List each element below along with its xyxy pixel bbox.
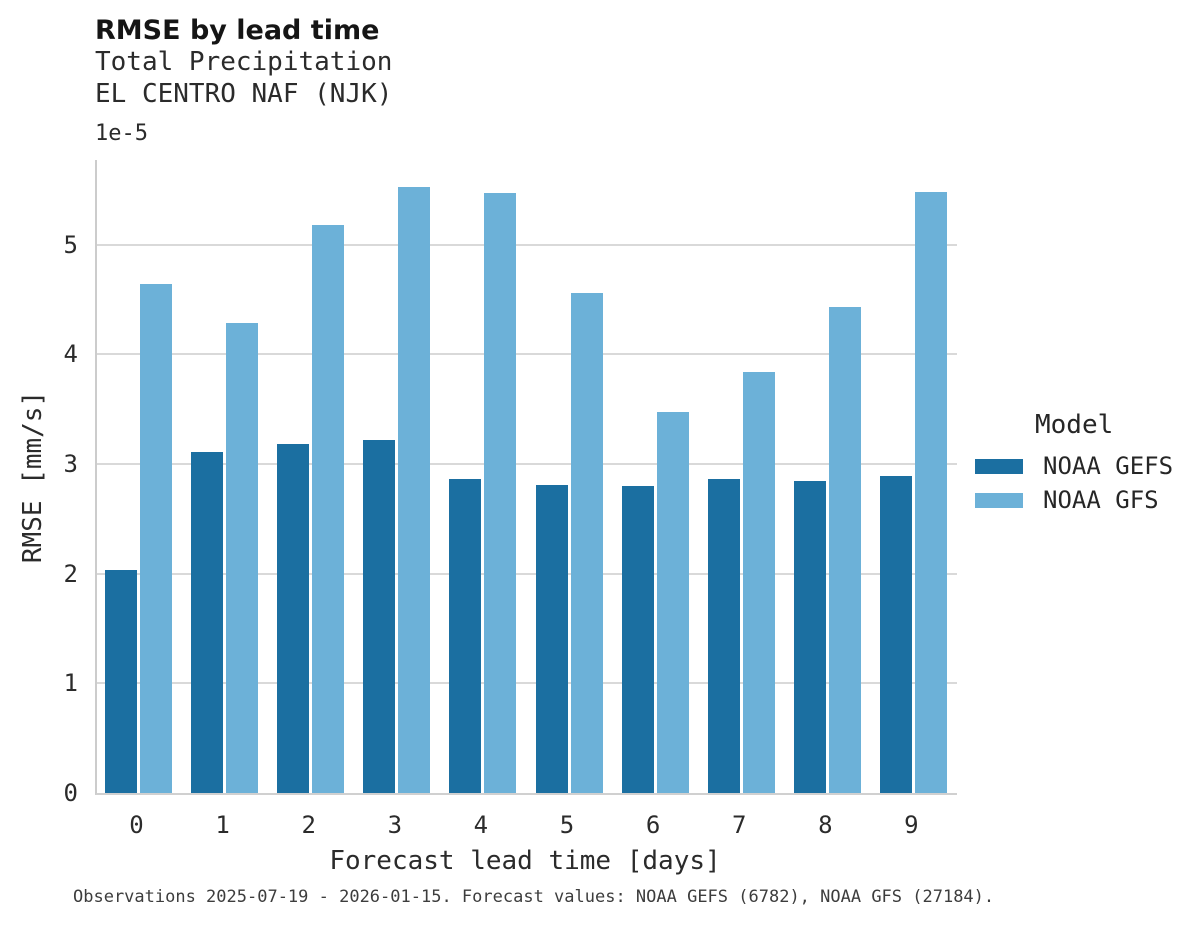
legend-entry-noaa-gfs: NOAA GFS <box>975 488 1173 512</box>
gridline-y2 <box>97 572 957 575</box>
y-axis-offset-text: 1e-5 <box>95 121 148 146</box>
legend-label: NOAA GFS <box>1043 486 1159 514</box>
bar-noaa-gefs-day9 <box>879 475 912 793</box>
gridline-y4 <box>97 353 957 356</box>
y-tick-label-1: 1 <box>63 669 78 698</box>
bar-noaa-gefs-day3 <box>363 439 396 793</box>
footnote-caption: Observations 2025-07-19 - 2026-01-15. Fo… <box>73 887 995 907</box>
chart-title: RMSE by lead time <box>95 15 380 46</box>
bar-noaa-gfs-day7 <box>742 371 775 793</box>
bar-noaa-gefs-day8 <box>793 481 826 793</box>
bar-noaa-gefs-day6 <box>621 485 654 793</box>
x-tick-label-7: 7 <box>731 811 747 839</box>
y-tick-label-3: 3 <box>63 449 78 478</box>
bar-noaa-gefs-day5 <box>535 484 568 793</box>
bar-noaa-gfs-day9 <box>914 191 947 793</box>
y-tick-label-4: 4 <box>63 340 78 369</box>
gridline-y3 <box>97 462 957 465</box>
bar-noaa-gefs-day2 <box>277 444 310 793</box>
x-tick-label-3: 3 <box>387 811 403 839</box>
bar-noaa-gfs-day3 <box>398 187 431 793</box>
legend-entry-noaa-gefs: NOAA GEFS <box>975 454 1173 478</box>
bar-noaa-gfs-day2 <box>312 224 345 793</box>
bar-noaa-gfs-day8 <box>828 307 861 793</box>
legend-swatch <box>975 492 1023 508</box>
legend-title: Model <box>1035 410 1114 440</box>
legend-swatch <box>975 458 1023 474</box>
y-axis-label: RMSE [mm/s] <box>18 390 48 564</box>
y-tick-label-2: 2 <box>63 559 78 588</box>
bar-noaa-gfs-day6 <box>656 412 689 793</box>
y-tick-label-0: 0 <box>63 779 78 807</box>
gridline-y1 <box>97 682 957 685</box>
legend: Model NOAA GEFS NOAA GFS <box>975 412 1173 522</box>
x-tick-label-2: 2 <box>301 811 316 839</box>
bar-noaa-gefs-day1 <box>191 451 224 793</box>
x-tick-label-1: 1 <box>215 811 230 839</box>
bar-noaa-gfs-day0 <box>140 284 172 793</box>
x-tick-label-0: 0 <box>129 811 144 839</box>
x-tick-label-6: 6 <box>645 811 661 839</box>
x-tick-label-5: 5 <box>559 811 575 839</box>
gridline-y5 <box>97 243 957 246</box>
bar-noaa-gefs-day7 <box>707 479 740 793</box>
bar-noaa-gefs-day4 <box>449 479 482 793</box>
legend-label: NOAA GEFS <box>1043 452 1174 480</box>
x-tick-label-8: 8 <box>818 811 833 839</box>
bar-noaa-gfs-day1 <box>226 323 259 793</box>
x-axis-label: Forecast lead time [days] <box>329 846 721 876</box>
bar-noaa-gfs-day5 <box>570 292 603 793</box>
x-tick-label-9: 9 <box>904 811 919 839</box>
bar-noaa-gfs-day4 <box>484 192 517 793</box>
bar-noaa-gefs-day0 <box>105 570 137 793</box>
y-tick-label-5: 5 <box>63 230 78 259</box>
chart-station: EL CENTRO NAF (NJK) <box>95 79 393 109</box>
plot-area <box>95 160 957 795</box>
chart-subtitle: Total Precipitation <box>95 47 393 77</box>
x-tick-label-4: 4 <box>473 811 489 839</box>
